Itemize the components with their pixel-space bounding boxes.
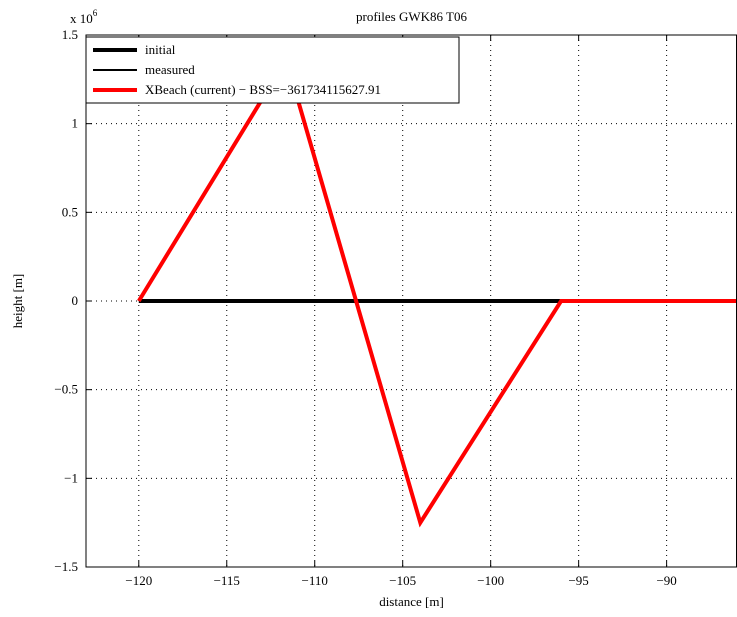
y-tick-label: 0.5 <box>62 204 78 219</box>
y-exponent-power: 6 <box>93 8 98 18</box>
y-axis-exponent: x 106 <box>70 8 98 26</box>
x-tick-label: −100 <box>477 573 504 588</box>
series-line-2 <box>137 77 737 528</box>
x-tick-label: −110 <box>302 573 328 588</box>
y-tick-label: 0 <box>72 293 79 308</box>
legend-label: initial <box>145 42 176 57</box>
y-tick-label: 1 <box>72 116 79 131</box>
y-tick-label: 1.5 <box>62 27 78 42</box>
chart-title: profiles GWK86 T06 <box>356 9 467 24</box>
y-exponent-base: x 10 <box>70 11 93 26</box>
x-tick-label: −90 <box>656 573 676 588</box>
legend: initial measured XBeach (current) − BSS=−3… <box>85 36 460 104</box>
x-tick-label: −95 <box>568 573 588 588</box>
x-tick-label: −120 <box>125 573 152 588</box>
y-tick-label: −1.5 <box>54 559 78 574</box>
x-tick-label: −105 <box>389 573 416 588</box>
x-axis-label: distance [m] <box>379 594 444 609</box>
series-layer <box>137 77 737 528</box>
x-tick-label: −115 <box>214 573 240 588</box>
y-tick-label: −0.5 <box>54 382 78 397</box>
y-tick-label: −1 <box>64 470 78 485</box>
legend-label: XBeach (current) − BSS=−361734115627.91 <box>145 82 381 97</box>
ticks: −120 −115 −110 −105 −100 −95 −90 −1.5 −1 −0.5 0 0.5… <box>54 27 676 588</box>
legend-label: measured <box>145 62 195 77</box>
legend-box <box>85 36 460 104</box>
y-axis-label: height [m] <box>10 274 25 329</box>
